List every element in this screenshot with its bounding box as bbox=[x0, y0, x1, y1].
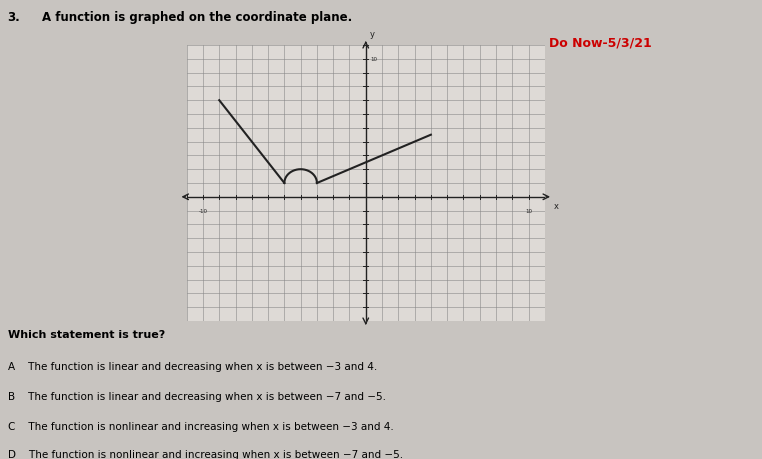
Text: 10: 10 bbox=[525, 208, 532, 213]
Text: -10: -10 bbox=[198, 208, 207, 213]
Text: y: y bbox=[370, 30, 375, 39]
Text: D    The function is nonlinear and increasing when x is between −7 and −5.: D The function is nonlinear and increasi… bbox=[8, 449, 403, 459]
Text: x: x bbox=[554, 201, 559, 210]
Text: Do Now-5/3/21: Do Now-5/3/21 bbox=[549, 36, 652, 49]
Text: A    The function is linear and decreasing when x is between −3 and 4.: A The function is linear and decreasing … bbox=[8, 362, 377, 371]
Text: 10: 10 bbox=[370, 57, 378, 62]
Text: Which statement is true?: Which statement is true? bbox=[8, 330, 165, 339]
Text: 3.: 3. bbox=[8, 11, 21, 24]
Text: B    The function is linear and decreasing when x is between −7 and −5.: B The function is linear and decreasing … bbox=[8, 392, 386, 401]
Text: A function is graphed on the coordinate plane.: A function is graphed on the coordinate … bbox=[42, 11, 352, 24]
Text: C    The function is nonlinear and increasing when x is between −3 and 4.: C The function is nonlinear and increasi… bbox=[8, 421, 393, 431]
